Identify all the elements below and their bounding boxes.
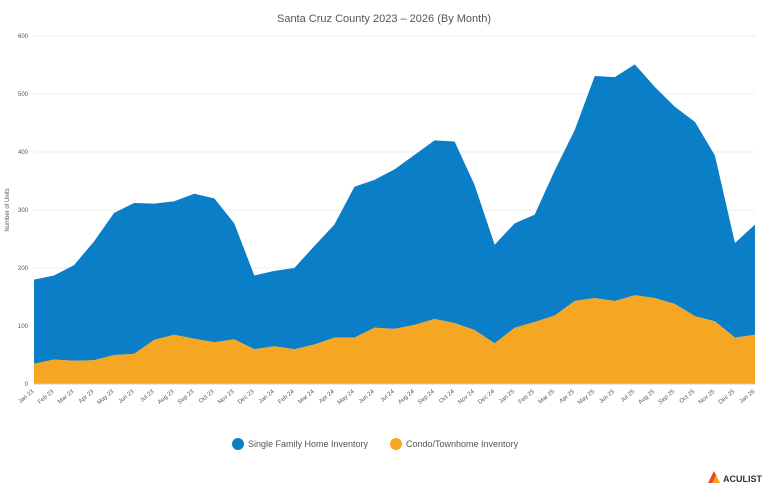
x-tick-label: Mar 25 bbox=[538, 389, 557, 406]
x-tick-label: Jun 23 bbox=[118, 389, 136, 406]
x-tick-label: Jul 25 bbox=[620, 389, 637, 404]
y-axis-label: Number of Units bbox=[5, 188, 11, 231]
y-tick-label: 200 bbox=[18, 266, 29, 272]
x-tick-label: Nov 23 bbox=[217, 389, 236, 406]
area-condo[interactable] bbox=[34, 295, 755, 384]
x-tick-label: Sep 25 bbox=[658, 389, 677, 406]
brand-name: ACULIST bbox=[723, 474, 762, 484]
brand-logo: ACULIST bbox=[708, 471, 762, 484]
legend-label-condo: Condo/Townhome Inventory bbox=[406, 439, 519, 449]
x-tick-label: May 24 bbox=[337, 389, 356, 407]
x-tick-label: Jul 24 bbox=[380, 389, 397, 404]
y-tick-label: 600 bbox=[18, 34, 29, 40]
x-tick-label: Apr 24 bbox=[318, 389, 336, 405]
x-tick-label: Nov 24 bbox=[457, 389, 476, 406]
x-tick-label: Oct 23 bbox=[198, 389, 216, 405]
x-tick-label: Apr 25 bbox=[559, 389, 577, 405]
legend-item-condo[interactable]: Condo/Townhome Inventory bbox=[390, 438, 519, 450]
x-tick-label: Dec 24 bbox=[478, 389, 497, 406]
x-tick-labels: Jan 23 Feb 23 Mar 23 Apr 23 May 23 Jun 23 Jul … bbox=[18, 389, 757, 407]
y-tick-label: 300 bbox=[18, 208, 29, 214]
x-tick-label: Sep 24 bbox=[417, 389, 436, 406]
y-tick-label: 400 bbox=[18, 150, 29, 156]
x-tick-label: Aug 23 bbox=[157, 389, 176, 406]
area-single-family[interactable] bbox=[34, 64, 755, 364]
legend-swatch-condo bbox=[390, 438, 402, 450]
x-tick-label: Feb 23 bbox=[37, 389, 56, 406]
x-tick-label: Dec 25 bbox=[718, 389, 737, 406]
y-tick-label: 0 bbox=[25, 382, 29, 388]
x-tick-label: Oct 24 bbox=[438, 389, 456, 405]
legend: Single Family Home Inventory Condo/Townh… bbox=[232, 438, 519, 450]
x-tick-label: Apr 23 bbox=[78, 389, 96, 405]
x-tick-label: Jun 24 bbox=[358, 389, 376, 406]
area-series bbox=[34, 64, 755, 384]
y-tick-label: 500 bbox=[18, 92, 29, 98]
x-tick-label: Aug 24 bbox=[397, 389, 416, 406]
x-tick-label: Feb 25 bbox=[518, 389, 537, 406]
x-tick-label: Jun 25 bbox=[598, 389, 616, 406]
x-tick-label: May 23 bbox=[96, 389, 115, 407]
x-tick-label: Jan 24 bbox=[258, 389, 276, 406]
x-tick-label: Aug 25 bbox=[638, 389, 657, 406]
y-tick-label: 100 bbox=[18, 324, 29, 330]
x-tick-label: Feb 24 bbox=[277, 389, 296, 406]
x-tick-label: Jul 23 bbox=[139, 389, 156, 404]
x-tick-label: Jan 26 bbox=[739, 389, 757, 406]
x-tick-label: Oct 25 bbox=[679, 389, 697, 405]
x-tick-label: May 25 bbox=[577, 389, 596, 407]
x-tick-label: Mar 24 bbox=[298, 389, 317, 406]
y-tick-labels: 0 100 200 300 400 500 600 bbox=[18, 34, 29, 388]
x-tick-label: Jan 25 bbox=[498, 389, 516, 406]
x-tick-label: Nov 25 bbox=[698, 389, 717, 406]
x-tick-label: Sep 23 bbox=[177, 389, 196, 406]
chart-title: Santa Cruz County 2023 – 2026 (By Month) bbox=[277, 13, 491, 25]
legend-item-single-family[interactable]: Single Family Home Inventory bbox=[232, 438, 369, 450]
legend-label-single-family: Single Family Home Inventory bbox=[248, 439, 369, 449]
legend-swatch-single-family bbox=[232, 438, 244, 450]
x-tick-label: Mar 23 bbox=[57, 389, 76, 406]
x-tick-label: Dec 23 bbox=[237, 389, 256, 406]
x-tick-label: Jan 23 bbox=[18, 389, 36, 406]
aculist-logo-icon bbox=[708, 471, 720, 483]
